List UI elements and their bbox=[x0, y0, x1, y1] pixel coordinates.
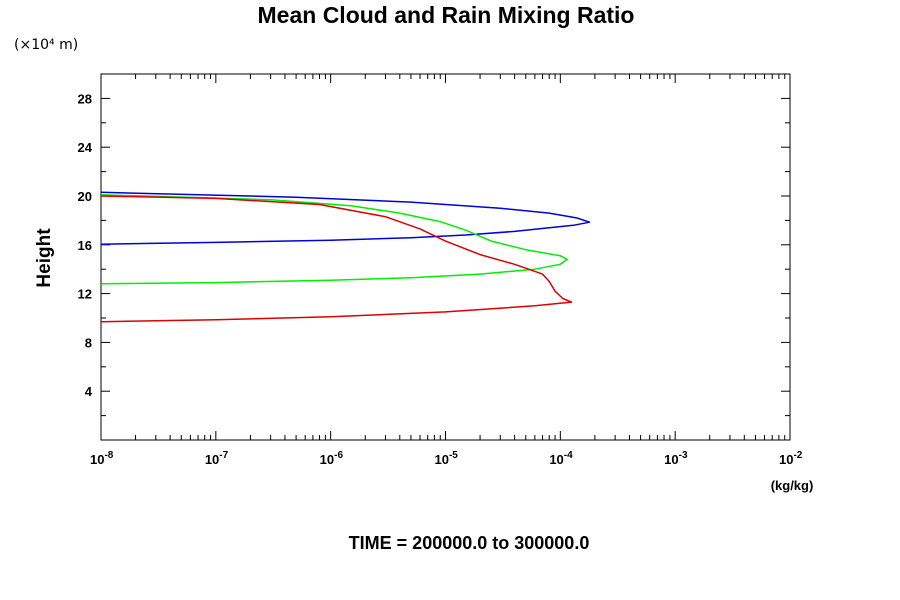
series-line-1 bbox=[100, 191, 591, 245]
x-axis-unit-label: (kg/kg) bbox=[771, 478, 814, 493]
x-tick-label: 10-5 bbox=[435, 450, 459, 467]
x-tick-label: 10-6 bbox=[320, 450, 344, 467]
y-axis-label: Height bbox=[34, 228, 55, 288]
y-tick-label: 16 bbox=[78, 238, 92, 253]
x-tick-label: 10-3 bbox=[664, 450, 688, 467]
y-tick-label: 4 bbox=[85, 384, 93, 399]
x-tick-label: 10-2 bbox=[779, 450, 803, 467]
series-line-2 bbox=[100, 194, 569, 285]
x-tick-label: 10-4 bbox=[549, 450, 573, 467]
y-scale-note: (×10⁴ m) bbox=[14, 37, 78, 53]
chart-title: Mean Cloud and Rain Mixing Ratio bbox=[258, 2, 635, 28]
x-tick-labels: 10-8 10-7 10-6 10-5 10-4 10-3 10-2 bbox=[90, 450, 803, 467]
y-tick-label: 24 bbox=[78, 140, 93, 155]
y-tick-label: 8 bbox=[85, 335, 92, 350]
axis-ticks bbox=[100, 74, 791, 440]
y-tick-label: 20 bbox=[78, 189, 92, 204]
y-tick-labels: 4 8 12 16 20 24 28 bbox=[78, 91, 93, 399]
x-tick-label: 10-8 bbox=[90, 450, 114, 467]
y-tick-label: 28 bbox=[78, 91, 92, 106]
y-tick-label: 12 bbox=[78, 287, 92, 302]
series-line-3 bbox=[100, 195, 573, 323]
x-tick-label: 10-7 bbox=[205, 450, 229, 467]
plot-frame bbox=[100, 73, 791, 441]
data-lines bbox=[100, 191, 591, 323]
time-range-label: TIME = 200000.0 to 300000.0 bbox=[349, 533, 590, 553]
